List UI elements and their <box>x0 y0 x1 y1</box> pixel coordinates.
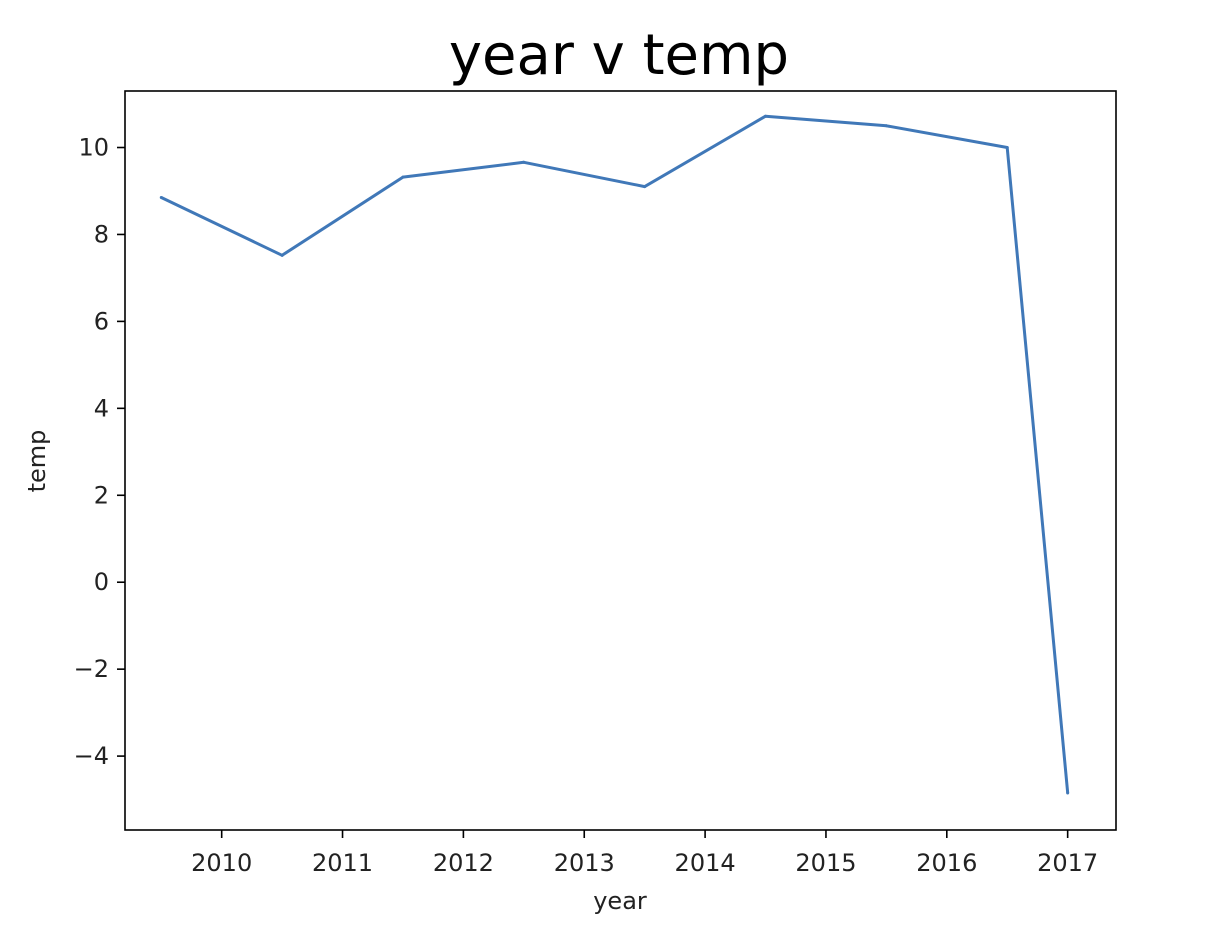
data-point <box>522 160 526 164</box>
x-tick-label: 2012 <box>433 849 494 877</box>
series-line <box>160 114 1070 794</box>
plot-area-frame <box>124 90 1117 831</box>
data-point <box>1066 791 1070 795</box>
y-tick-label: −4 <box>74 742 109 770</box>
y-tick-label: 6 <box>94 307 109 335</box>
x-tick-label: 2016 <box>916 849 977 877</box>
x-axis-ticks: 2010 2011 2012 2013 2014 2015 2016 2017 <box>191 830 1098 877</box>
x-tick-label: 2011 <box>312 849 373 877</box>
data-point <box>884 124 888 128</box>
y-tick-label: 2 <box>94 481 109 509</box>
x-tick-label: 2013 <box>554 849 615 877</box>
y-tick-label: 0 <box>94 568 109 596</box>
x-tick-label: 2015 <box>795 849 856 877</box>
x-tick-label: 2017 <box>1037 849 1098 877</box>
y-tick-label: 10 <box>78 134 109 162</box>
data-point <box>643 185 647 189</box>
data-point <box>1005 146 1009 150</box>
y-tick-label: 8 <box>94 220 109 248</box>
data-point <box>280 253 284 257</box>
series-layer <box>159 114 1070 795</box>
chart-title: year v temp <box>449 23 789 88</box>
data-point <box>764 114 768 118</box>
x-axis-label: year <box>593 887 647 915</box>
y-axis-label: temp <box>23 430 51 493</box>
data-point <box>401 175 405 179</box>
y-tick-label: 4 <box>94 394 109 422</box>
x-tick-label: 2014 <box>675 849 736 877</box>
y-tick-label: −2 <box>74 655 109 683</box>
data-point <box>159 196 163 200</box>
y-axis-ticks: −4 −2 0 2 4 6 8 10 <box>74 134 125 770</box>
x-tick-label: 2010 <box>191 849 252 877</box>
